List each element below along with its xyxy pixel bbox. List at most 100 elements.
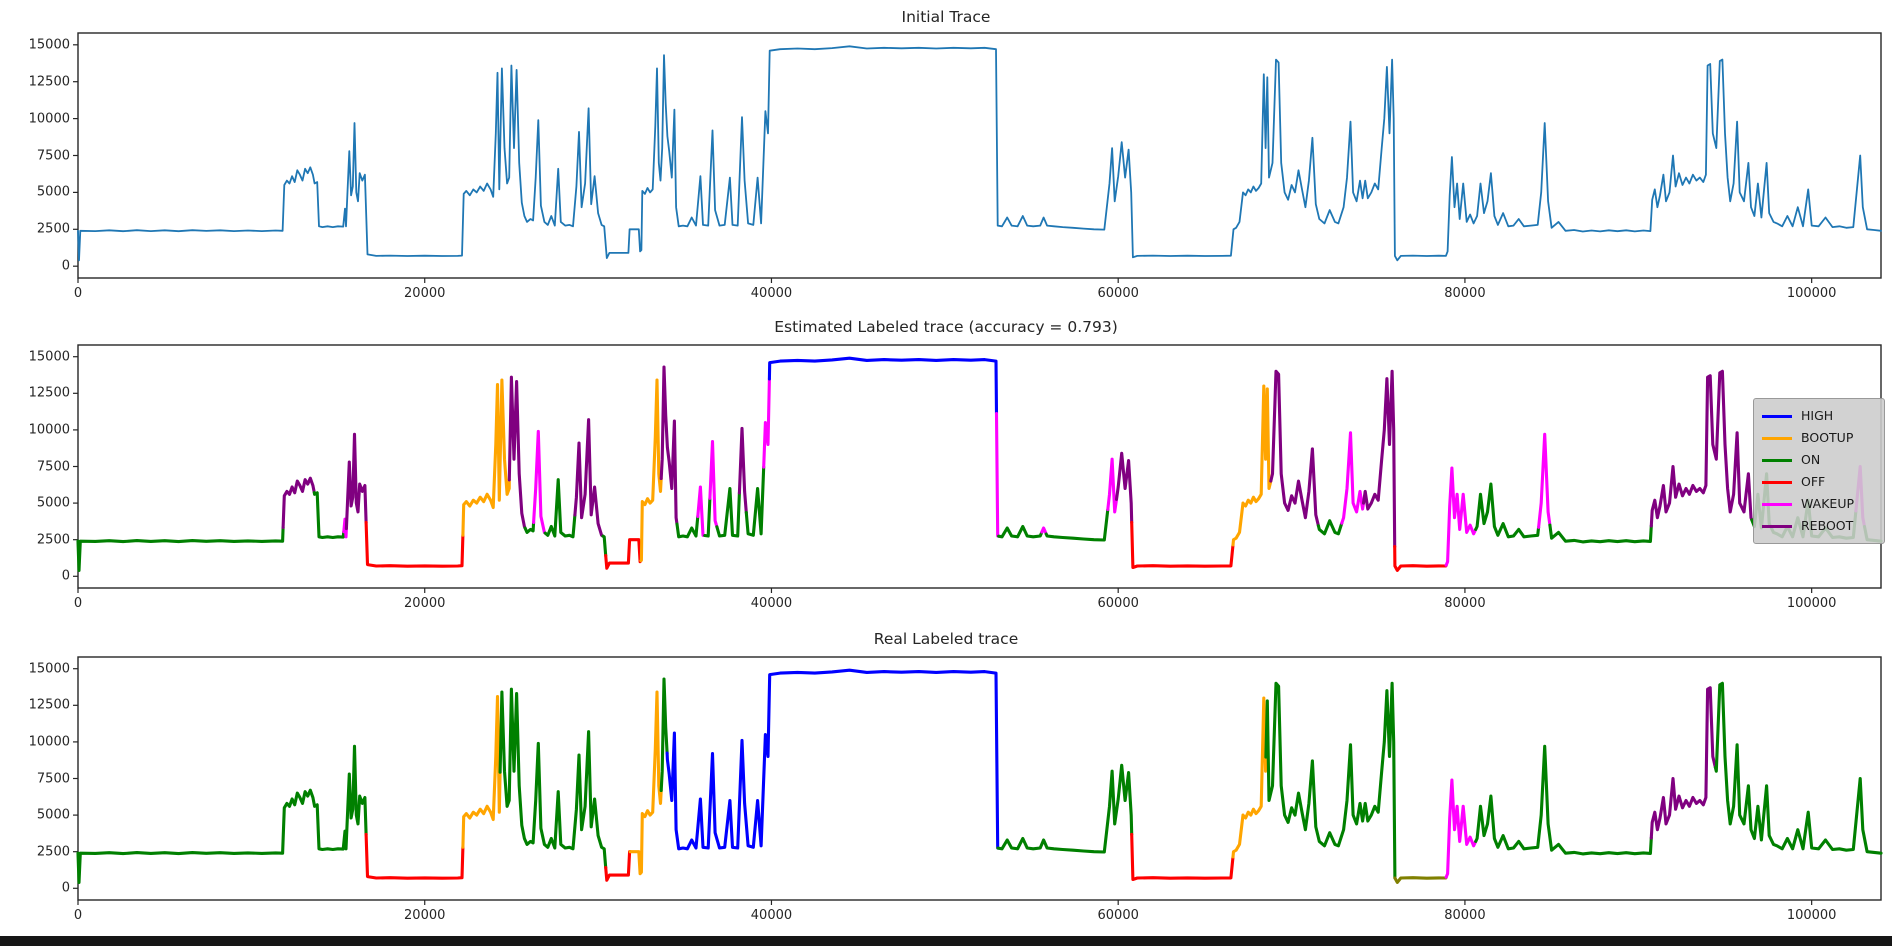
trace-line xyxy=(364,520,465,568)
y-axis-tick-label: 7500 xyxy=(36,771,70,786)
trace-line xyxy=(1474,482,1541,539)
y-axis-tick-label: 10000 xyxy=(28,111,70,127)
legend-label: WAKEUP xyxy=(1801,495,1855,511)
trace-line xyxy=(675,514,700,539)
legend-label: HIGH xyxy=(1801,407,1834,423)
legend-item: ON xyxy=(1762,449,1876,471)
real-trace-title: Real Labeled trace xyxy=(873,630,1019,648)
x-axis-tick-label: 100000 xyxy=(1786,286,1837,301)
trace-line xyxy=(665,668,1000,851)
y-axis-tick-label: 12500 xyxy=(28,697,70,713)
trace-line xyxy=(659,365,679,526)
legend-item: BOOTUP xyxy=(1762,427,1876,449)
trace-line xyxy=(1106,457,1119,514)
legend-item: REBOOT xyxy=(1762,515,1876,537)
trace-line xyxy=(744,465,766,537)
trace-line xyxy=(1264,681,1397,880)
y-axis-tick-label: 0 xyxy=(61,880,70,896)
y-axis-tick-label: 10000 xyxy=(28,734,70,750)
trace-line xyxy=(715,486,741,538)
trace-line xyxy=(1130,520,1235,570)
trace-line xyxy=(639,378,663,563)
legend-label: ON xyxy=(1801,451,1821,467)
x-axis-tick-label: 20000 xyxy=(404,286,446,301)
trace-line xyxy=(762,377,771,469)
y-axis-tick-label: 15000 xyxy=(28,349,70,365)
legend-line-sample xyxy=(1762,502,1792,506)
trace-line xyxy=(543,478,577,539)
trace-line xyxy=(997,524,1044,539)
x-axis-tick-label: 60000 xyxy=(1097,908,1139,923)
trace-line xyxy=(659,677,669,793)
trace-line xyxy=(364,832,465,880)
trace-line xyxy=(1040,526,1048,536)
trace-line xyxy=(1474,744,1653,856)
trace-line xyxy=(523,520,536,534)
x-axis-tick-label: 0 xyxy=(73,908,83,923)
trace-line xyxy=(1649,369,1754,528)
trace-line xyxy=(312,491,346,540)
trace-line xyxy=(77,45,1882,262)
y-axis-tick-label: 12500 xyxy=(28,385,70,401)
legend-line-sample xyxy=(1762,458,1792,462)
y-axis-tick-label: 15000 xyxy=(28,37,70,53)
legend-label: OFF xyxy=(1801,473,1826,489)
trace-line xyxy=(1548,523,1653,544)
trace-line xyxy=(573,418,605,538)
trace-line xyxy=(76,744,368,884)
x-axis-tick-label: 80000 xyxy=(1444,286,1486,301)
trace-line xyxy=(628,690,663,876)
y-axis-tick-label: 2500 xyxy=(36,532,70,548)
x-axis-tick-label: 60000 xyxy=(1097,286,1139,301)
x-axis-tick-label: 0 xyxy=(73,596,83,611)
trace-line xyxy=(1130,832,1235,882)
y-axis-tick-label: 2500 xyxy=(36,844,70,860)
trace-line xyxy=(1340,431,1366,525)
x-axis-tick-label: 20000 xyxy=(404,908,446,923)
legend-line-sample xyxy=(1762,414,1792,418)
legend-line-sample xyxy=(1762,524,1792,528)
trace-line xyxy=(1713,681,1883,855)
y-axis-tick-label: 5000 xyxy=(36,807,70,823)
initial-trace-title: Initial Trace xyxy=(901,8,991,26)
trace-line xyxy=(604,850,632,882)
legend-label: BOOTUP xyxy=(1801,429,1854,445)
trace-line xyxy=(1537,432,1552,529)
x-axis-tick-label: 60000 xyxy=(1097,596,1139,611)
trace-line xyxy=(767,356,999,416)
trace-line xyxy=(344,432,368,531)
trace-line xyxy=(1393,545,1448,572)
legend-item: WAKEUP xyxy=(1762,493,1876,515)
y-axis-tick-label: 12500 xyxy=(28,74,70,90)
trace-line xyxy=(461,694,502,849)
y-axis-tick-label: 15000 xyxy=(28,661,70,677)
trace-line xyxy=(703,496,712,538)
x-axis-tick-label: 40000 xyxy=(750,596,793,611)
legend: HIGH BOOTUP ON OFF WAKEUP REBOOT xyxy=(1753,398,1885,544)
trace-line xyxy=(601,534,608,558)
y-axis-tick-label: 5000 xyxy=(36,495,70,511)
legend-label: REBOOT xyxy=(1801,517,1854,533)
x-axis-tick-label: 40000 xyxy=(750,908,793,923)
trace-line xyxy=(1269,369,1320,528)
x-axis-tick-label: 100000 xyxy=(1786,908,1837,923)
trace-line xyxy=(1231,696,1268,859)
trace-line xyxy=(1316,519,1344,536)
trace-line xyxy=(1231,384,1273,547)
y-axis-tick-label: 7500 xyxy=(36,459,70,474)
trace-line xyxy=(76,525,285,572)
x-axis-tick-label: 20000 xyxy=(404,596,446,611)
x-axis-tick-label: 0 xyxy=(73,286,83,301)
y-axis-tick-label: 7500 xyxy=(36,148,70,163)
x-axis-tick-label: 40000 xyxy=(750,286,793,301)
y-axis-tick-label: 5000 xyxy=(36,184,70,200)
estimated-trace-title: Estimated Labeled trace (accuracy = 0.79… xyxy=(774,318,1118,336)
trace-line xyxy=(1361,369,1397,549)
trace-line xyxy=(708,440,719,529)
y-axis-tick-label: 10000 xyxy=(28,422,70,438)
legend-item: OFF xyxy=(1762,471,1876,493)
trace-line xyxy=(461,378,511,537)
